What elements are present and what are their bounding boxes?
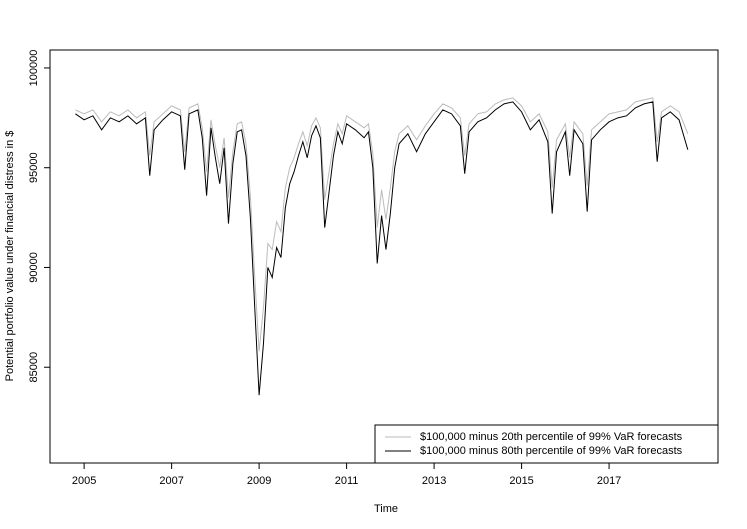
x-tick-label: 2015	[509, 475, 533, 487]
y-tick-label: 85000	[28, 352, 40, 383]
legend-label: $100,000 minus 80th percentile of 99% Va…	[420, 445, 683, 457]
x-tick-label: 2011	[335, 475, 359, 487]
legend-label: $100,000 minus 20th percentile of 99% Va…	[420, 431, 683, 443]
y-tick-label: 95000	[28, 152, 40, 183]
x-axis-label: Time	[374, 503, 398, 515]
y-tick-label: 90000	[28, 252, 40, 283]
x-tick-label: 2005	[72, 475, 96, 487]
legend-box	[374, 424, 719, 464]
series-line	[75, 97, 689, 352]
x-tick-label: 2013	[422, 475, 446, 487]
x-tick-label: 2009	[247, 475, 271, 487]
x-tick-label: 2017	[597, 475, 621, 487]
x-tick-label: 2007	[159, 475, 183, 487]
series-line	[75, 101, 689, 396]
y-axis-label: Potential portfolio value under financia…	[4, 131, 16, 382]
y-tick-label: 100000	[28, 50, 40, 87]
